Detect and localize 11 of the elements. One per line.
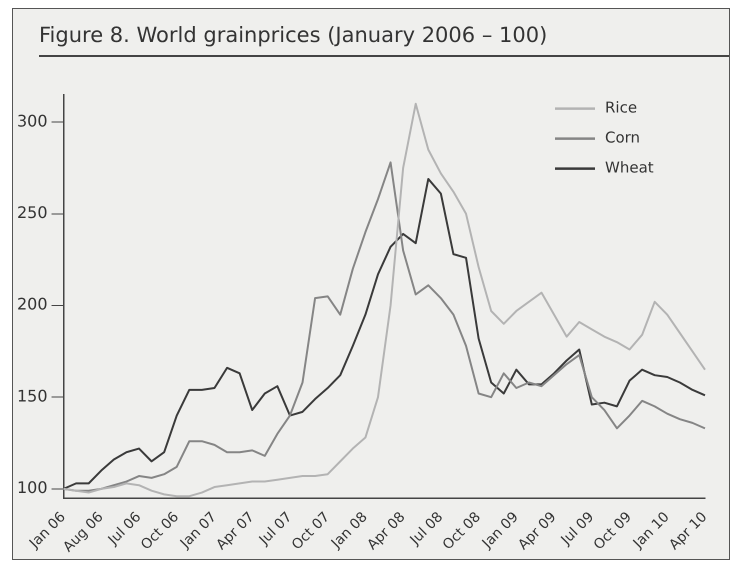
chart-title: Figure 8. World grainprices (January 2006 – 100) — [39, 23, 729, 57]
y-tick-label: 200 — [16, 294, 48, 314]
y-tick-label: 250 — [16, 202, 48, 222]
y-tick-label: 300 — [16, 111, 48, 130]
legend-label: Wheat — [605, 158, 654, 176]
y-tick-label: 150 — [16, 386, 48, 406]
legend-label: Corn — [605, 128, 640, 146]
y-tick-label: 100 — [16, 478, 48, 498]
x-tick-label: Apr 09 — [515, 509, 560, 554]
x-tick-label: Apr 07 — [213, 509, 258, 554]
legend-label: Rice — [605, 98, 638, 116]
